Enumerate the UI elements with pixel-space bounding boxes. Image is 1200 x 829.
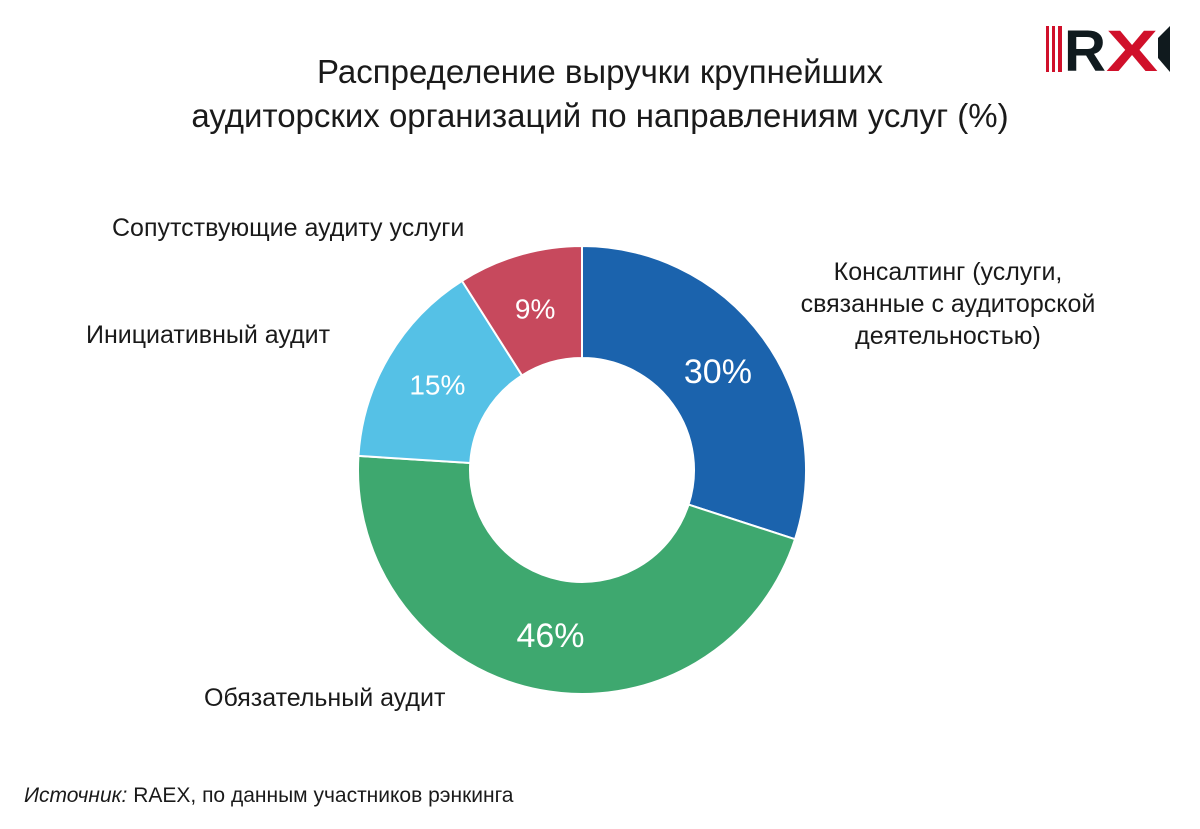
label-related-services: Сопутствующие аудиту услуги bbox=[112, 214, 465, 242]
label-consulting-line: Консалтинг (услуги, bbox=[833, 258, 1063, 286]
source-text: RAEX, по данным участников рэнкинга bbox=[127, 784, 514, 807]
donut-slice bbox=[581, 244, 807, 541]
chart-title: Распределение выручки крупнейших аудитор… bbox=[0, 50, 1200, 138]
label-mandatory-audit: Обязательный аудит bbox=[204, 684, 446, 712]
slice-value-label: 9% bbox=[515, 293, 555, 324]
title-line-1: Распределение выручки крупнейших bbox=[316, 53, 884, 90]
slice-value-label: 15% bbox=[409, 369, 465, 400]
slice-value-label: 30% bbox=[684, 353, 752, 391]
label-consulting: Консалтинг (услуги, связанные с аудиторс… bbox=[798, 256, 1098, 352]
source-note: Источник: RAEX, по данным участников рэн… bbox=[24, 784, 514, 808]
source-label: Источник: bbox=[24, 784, 128, 807]
donut-slice bbox=[357, 279, 524, 465]
raex-logo: R X bbox=[1046, 24, 1170, 74]
svg-text:X: X bbox=[1106, 24, 1158, 74]
label-consulting-line: деятельностью) bbox=[855, 322, 1041, 350]
label-consulting-line: связанные с аудиторской bbox=[800, 290, 1096, 318]
label-initiative-audit: Инициативный аудит bbox=[86, 321, 331, 349]
title-line-2: аудиторских организаций по направлениям … bbox=[191, 97, 1009, 134]
slice-value-label: 46% bbox=[516, 617, 584, 655]
svg-text:R: R bbox=[1064, 24, 1106, 74]
donut-slice bbox=[460, 244, 583, 377]
donut-slice bbox=[357, 454, 797, 695]
